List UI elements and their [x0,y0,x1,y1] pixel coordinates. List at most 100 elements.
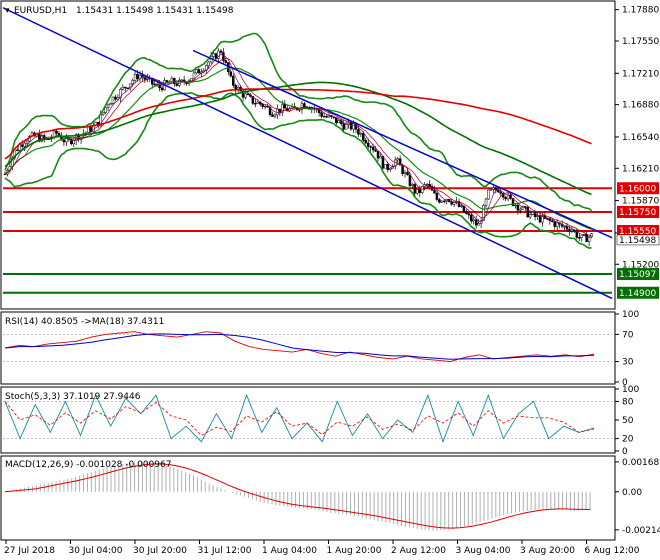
x-tick-label: 31 Jul 12:00 [198,546,252,556]
candle-body [300,103,304,110]
stoch-tick-label: 50 [622,416,634,426]
candle-body [283,104,287,109]
candle-body [546,218,549,220]
level-tag-1.16000 [617,182,659,195]
candle-body [555,222,559,227]
header-triangle-icon: ▾ [5,6,10,16]
candle-body [563,226,566,228]
candle-body [487,189,490,200]
candle-body [470,214,473,222]
candle-body [587,236,591,242]
rsi-tick-label: 70 [622,330,634,340]
price-panel[interactable] [0,0,616,310]
candle-body [104,107,107,113]
candle-body [474,219,478,226]
candle-body [519,208,522,211]
ma-long-green [4,81,592,196]
candle-body [246,93,250,96]
candle-body [268,106,272,115]
candle-body [443,200,446,203]
x-tick-label: 30 Jul 20:00 [133,546,187,556]
candle-body [384,164,387,169]
candle-body [541,215,544,223]
candle-body [494,187,498,191]
x-tick-label: 27 Jul 2018 [4,546,55,556]
candle-body [526,207,529,218]
candle-body [13,149,17,159]
candle-body [457,201,461,207]
rsi-tick-label: 30 [622,358,634,368]
level-tag-1.15750 [617,206,659,218]
candle-body [568,228,571,232]
candle-body [585,234,588,242]
level-tag-text: 1.15097 [619,270,656,280]
symbol-timeframe: EURUSD,H1 [14,6,67,16]
macd-signal-line [4,463,591,529]
candle-body [447,199,451,203]
x-tick-label: 6 Aug 12:00 [585,546,640,556]
rsi-panel[interactable] [0,311,616,385]
x-tick-label: 3 Aug 20:00 [520,546,575,556]
x-tick-label: 1 Aug 20:00 [327,546,382,556]
candle-body [531,212,534,215]
candle-body [578,237,581,239]
price-tick-label: 1.17210 [622,69,659,79]
candle-body [416,189,419,194]
candle-body [229,71,233,77]
candle-body [126,87,129,89]
x-tick-label: 30 Jul 04:00 [69,546,123,556]
stoch-panel[interactable] [0,386,616,454]
candle-body [376,151,380,159]
candle-body [124,86,127,89]
level-tag-text: 1.15550 [619,227,656,237]
x-tick-label: 2 Aug 12:00 [391,546,446,556]
candle-body [256,101,260,104]
candle-body [489,189,493,191]
x-tick-label: 3 Aug 04:00 [456,546,511,556]
candle-body [440,200,444,203]
candle-body [204,65,208,71]
candle-body [450,201,453,205]
ma-mid [4,57,592,236]
level-tag-1.15550 [617,225,659,237]
candle-body [435,192,439,200]
channel-line-1 [192,49,613,239]
stoch-tick-label: 80 [622,397,634,407]
candle-body [433,190,436,194]
candle-body [337,120,341,124]
candle-body [101,112,105,115]
candle-body [418,189,422,193]
candle-body [222,52,225,61]
channel-line-0 [2,7,613,300]
candle-body [62,139,66,143]
bollinger-upper [4,32,593,212]
rsi-title: RSI(14) 40.8505 ->MA(18) 37.4311 [5,317,164,327]
rsi-tick-label: 0 [622,378,628,388]
candle-body [322,116,326,118]
candle-body [195,69,198,74]
candle-body [344,123,348,130]
candle-body [511,198,515,206]
stoch-tick-label: 100 [622,385,639,395]
candle-body [565,226,569,230]
candle-body [386,164,390,170]
candle-body [219,50,223,53]
candle-body [273,114,277,117]
price-tick-label: 1.15200 [622,260,659,270]
stoch-title: Stoch(5,3,3) 37.1019 27.9446 [5,392,141,402]
candle-body [55,130,58,134]
stoch-d-line [4,401,595,436]
candle-body [516,204,520,211]
candle-body [359,133,363,135]
rsi-ma-line [4,333,595,360]
candle-body [165,80,169,83]
candle-body [231,75,235,86]
current-price-tag [616,234,660,246]
candle-body [263,105,267,108]
ohlc-readout: 1.15431 1.15498 1.15431 1.15498 [76,6,234,16]
candle-body [452,202,456,205]
candle-body [197,69,201,74]
candle-body [374,149,377,152]
candle-body [403,172,407,175]
